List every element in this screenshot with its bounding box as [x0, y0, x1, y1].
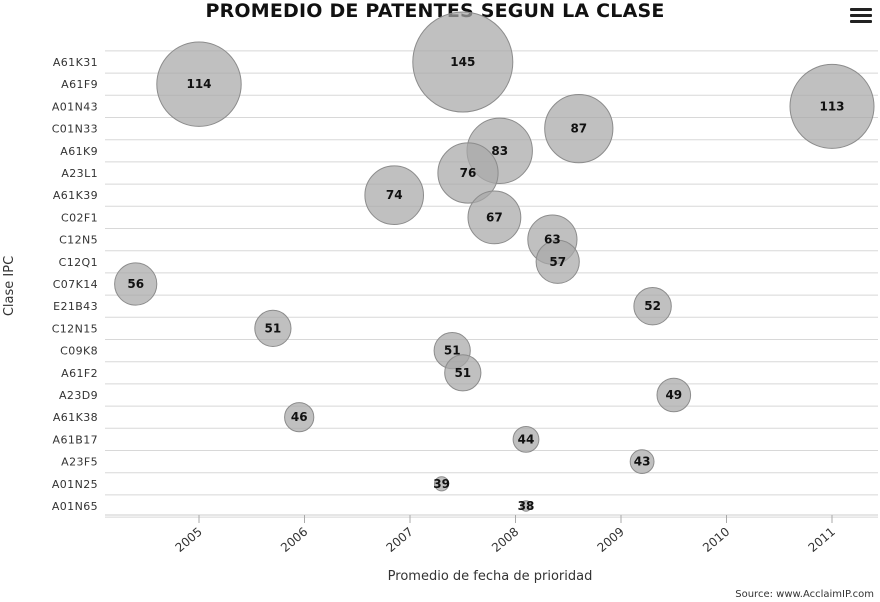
x-tick-label: 2008 [489, 525, 521, 555]
y-tick-label: A23F5 [61, 456, 98, 469]
bubble[interactable] [544, 94, 614, 164]
bubble-value-label: 113 [819, 99, 844, 113]
y-tick-label: A61B17 [53, 433, 98, 446]
y-tick-label: C09K8 [60, 345, 98, 358]
bubble[interactable] [633, 287, 672, 326]
x-tick-label: 2009 [595, 525, 627, 555]
bubbles [114, 11, 875, 512]
y-tick-label: E21B43 [53, 300, 98, 313]
chart-title: PROMEDIO DE PATENTES SEGUN LA CLASE [205, 0, 665, 22]
bubble-value-label: 76 [460, 166, 477, 180]
x-tick-label: 2005 [173, 525, 205, 555]
bubble[interactable] [629, 449, 655, 475]
bubble-value-label: 38 [518, 499, 535, 513]
bubble[interactable] [156, 41, 242, 127]
source-credit[interactable]: Source: www.AcclaimIP.com [735, 589, 874, 600]
bubble-value-label: 46 [291, 410, 308, 424]
bubble[interactable] [467, 190, 522, 245]
bubble-value-label: 67 [486, 210, 503, 224]
data-labels: 145 114 113 87 83 76 74 67 63 57 56 52 51 51 51 49 46 44 4… [127, 55, 844, 513]
bubble[interactable] [434, 476, 450, 492]
y-tick-label: A01N65 [52, 500, 98, 513]
y-tick-label: C07K14 [53, 278, 98, 291]
bubble-value-label: 51 [454, 366, 471, 380]
x-tick-label: 2007 [384, 525, 416, 555]
y-tick-label: A23L1 [61, 167, 98, 180]
x-tick-label: 2006 [278, 525, 310, 555]
y-tick-label: C02F1 [61, 211, 98, 224]
bubble-value-label: 57 [549, 255, 566, 269]
bubble[interactable] [512, 426, 540, 453]
bubble-value-label: 145 [450, 55, 475, 69]
bubble-value-label: 39 [433, 477, 450, 491]
bubble-value-label: 114 [186, 77, 211, 91]
bubble[interactable] [437, 142, 499, 204]
y-axis-title: Clase IPC [2, 256, 17, 316]
bubble-value-label: 43 [634, 455, 651, 469]
bubble-value-label: 52 [644, 299, 661, 313]
y-tick-label: C01N33 [52, 123, 98, 136]
y-tick-label: A01N25 [52, 478, 98, 491]
bubble[interactable] [114, 262, 158, 306]
bubble[interactable] [444, 354, 482, 392]
y-tick-label: A23D9 [59, 389, 98, 402]
bubble-value-label: 44 [518, 432, 535, 446]
bubble[interactable] [656, 377, 692, 413]
bubble[interactable] [412, 11, 514, 113]
bubble[interactable] [254, 309, 292, 347]
bubble[interactable] [789, 63, 875, 149]
y-tick-label: A61F2 [61, 367, 98, 380]
x-tick-label: 2010 [700, 525, 732, 555]
bubble-value-label: 83 [491, 144, 508, 158]
y-axis-ticks: A61K31 A61F9 A01N43 C01N33 A61K9 A23L1 A61K39 C… [52, 56, 98, 513]
bubble[interactable] [520, 500, 532, 512]
y-tick-label: C12Q1 [59, 256, 98, 269]
y-tick-label: A61F9 [61, 78, 98, 91]
y-tick-label: C12N15 [52, 322, 98, 335]
y-tick-label: A61K39 [53, 189, 98, 202]
bubble-value-label: 51 [265, 321, 282, 335]
y-tick-label: A01N43 [52, 100, 98, 113]
x-axis-ticks: 2005 2006 2007 2008 2009 2010 2011 [173, 515, 838, 555]
y-tick-label: A61K38 [53, 411, 98, 424]
bubble-value-label: 56 [127, 277, 144, 291]
bubble-value-label: 63 [544, 233, 561, 247]
bubble[interactable] [535, 239, 580, 284]
y-tick-label: A61K31 [53, 56, 98, 69]
bubble-value-label: 87 [570, 122, 587, 136]
hamburger-menu-icon[interactable] [850, 6, 872, 24]
bubble[interactable] [284, 402, 315, 433]
y-tick-label: C12N5 [59, 234, 98, 247]
bubble-value-label: 49 [665, 388, 682, 402]
x-axis-title: Promedio de fecha de prioridad [388, 569, 593, 584]
y-tick-label: A61K9 [60, 145, 98, 158]
bubble-value-label: 51 [444, 344, 461, 358]
x-tick-label: 2011 [806, 525, 838, 555]
bubble-value-label: 74 [386, 188, 403, 202]
bubble[interactable] [364, 165, 425, 225]
